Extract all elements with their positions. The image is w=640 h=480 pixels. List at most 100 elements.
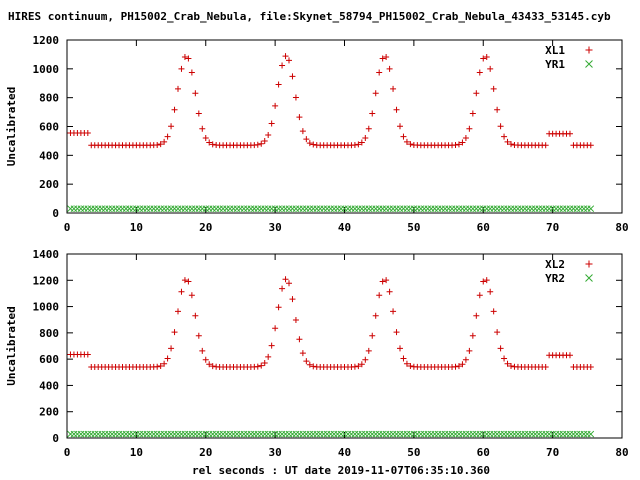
data-point — [265, 132, 272, 139]
data-point — [167, 430, 175, 438]
y-tick-label: 1200 — [33, 34, 60, 47]
data-point — [462, 205, 470, 213]
data-point — [563, 205, 570, 213]
data-point — [455, 205, 463, 213]
data-point — [389, 430, 397, 438]
data-point — [570, 205, 577, 213]
data-point — [282, 53, 289, 60]
data-point — [427, 430, 435, 438]
data-point — [379, 55, 386, 62]
data-point — [531, 205, 539, 213]
data-point — [171, 430, 178, 438]
data-point — [355, 141, 362, 148]
data-point — [286, 57, 292, 64]
data-point — [323, 430, 331, 438]
data-point — [285, 205, 293, 213]
series-xl1 — [67, 53, 594, 149]
data-point — [119, 430, 126, 438]
data-point — [538, 430, 546, 438]
data-point — [372, 205, 380, 213]
data-point — [483, 430, 491, 438]
data-point — [202, 135, 209, 142]
data-point — [393, 430, 400, 438]
data-point — [108, 430, 116, 438]
data-point — [524, 430, 532, 438]
data-point — [358, 139, 365, 146]
data-point — [473, 90, 480, 97]
data-point — [199, 125, 206, 132]
data-point — [209, 141, 216, 148]
data-point — [351, 205, 359, 213]
data-point — [511, 205, 518, 213]
data-point — [327, 205, 334, 213]
data-point — [129, 430, 137, 438]
data-point — [518, 205, 525, 213]
data-point — [476, 69, 483, 76]
data-point — [282, 430, 289, 438]
data-point — [275, 304, 282, 311]
data-point — [344, 430, 352, 438]
data-point — [483, 54, 490, 61]
data-point — [279, 62, 286, 69]
data-point — [254, 430, 262, 438]
data-point — [580, 205, 588, 213]
data-point — [407, 141, 414, 148]
data-point — [206, 361, 213, 368]
data-point — [296, 114, 303, 121]
data-point — [327, 430, 334, 438]
data-point — [376, 292, 383, 299]
data-point — [105, 205, 112, 213]
data-point — [299, 430, 307, 438]
data-point — [195, 332, 202, 339]
data-point — [108, 205, 116, 213]
data-point — [105, 430, 112, 438]
data-point — [521, 205, 529, 213]
data-point — [306, 430, 314, 438]
data-point — [358, 430, 366, 438]
data-point — [191, 205, 199, 213]
data-point — [244, 205, 251, 213]
x-tick-label: 20 — [199, 221, 212, 234]
data-point — [91, 205, 99, 213]
data-point — [556, 430, 563, 438]
data-point — [202, 356, 209, 363]
data-point — [306, 361, 313, 368]
data-point — [247, 430, 255, 438]
data-point — [257, 430, 265, 438]
data-point — [438, 205, 445, 213]
data-point — [334, 205, 341, 213]
x-tick-label: 10 — [130, 221, 143, 234]
data-point — [351, 141, 358, 148]
data-point — [413, 430, 421, 438]
data-point — [161, 360, 168, 367]
data-point — [493, 205, 501, 213]
data-point — [226, 430, 234, 438]
data-point — [452, 363, 459, 370]
data-point — [386, 65, 393, 72]
data-point — [185, 278, 192, 285]
data-point — [188, 292, 195, 299]
data-point — [195, 205, 203, 213]
data-point — [94, 205, 102, 213]
data-point — [570, 430, 577, 438]
data-point — [254, 141, 261, 148]
data-point — [420, 430, 428, 438]
data-point — [508, 362, 514, 369]
data-point — [98, 205, 106, 213]
data-point — [272, 102, 279, 109]
data-point — [230, 430, 237, 438]
data-point — [74, 205, 81, 213]
data-point — [424, 430, 432, 438]
data-point — [115, 430, 123, 438]
data-point — [577, 430, 584, 438]
data-point — [466, 430, 473, 438]
data-point — [247, 205, 255, 213]
data-point — [372, 430, 380, 438]
data-point — [545, 430, 553, 438]
data-point — [556, 205, 563, 213]
data-point — [272, 325, 279, 332]
data-point — [535, 205, 543, 213]
data-point — [535, 430, 543, 438]
data-point — [490, 205, 498, 213]
y-axis-label: Uncalibrated — [5, 306, 18, 385]
